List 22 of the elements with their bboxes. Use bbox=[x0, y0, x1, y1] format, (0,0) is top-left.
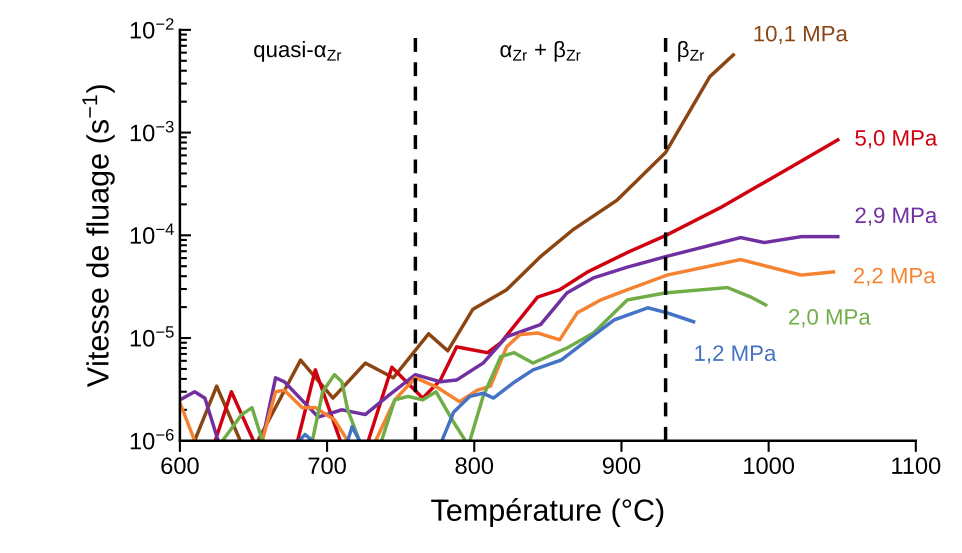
x-tick-label: 600 bbox=[161, 457, 199, 474]
series-label: 2,2 MPa bbox=[854, 268, 936, 286]
series-label: 2,0 MPa bbox=[789, 309, 871, 328]
series-label: 2,9 MPa bbox=[856, 207, 938, 226]
annotation: β$_{Zr}$ bbox=[678, 40, 704, 62]
y-tick-label: 10$^{−4}$ bbox=[130, 224, 174, 244]
series-label: 1,2 MPa bbox=[695, 345, 776, 364]
x-tick-label: 800 bbox=[456, 457, 494, 474]
x-tick-label: 900 bbox=[602, 457, 640, 474]
y-tick-label: 10$^{−2}$ bbox=[130, 18, 174, 39]
series-label: 5,0 MPa bbox=[855, 130, 938, 148]
annotation: quasi-α$_{Zr}$ bbox=[254, 40, 342, 62]
annotation: α$_{Zr}$ + β$_{Zr}$ bbox=[500, 40, 581, 62]
x-tick-label: 1100 bbox=[892, 457, 940, 474]
y-tick-label: 10$^{−5}$ bbox=[130, 326, 174, 347]
y-tick-label: 10$^{−6}$ bbox=[130, 428, 174, 450]
y-axis-title: Vitesse de fluage (s$^{−1}$) bbox=[82, 85, 115, 388]
x-axis-title: Température (°C) bbox=[431, 498, 664, 528]
x-tick-label: 1000 bbox=[744, 457, 794, 474]
x-tick-label: 700 bbox=[308, 457, 346, 474]
series-label: 10,1 MPa bbox=[754, 26, 848, 44]
y-tick-label: 10$^{−3}$ bbox=[130, 120, 174, 142]
